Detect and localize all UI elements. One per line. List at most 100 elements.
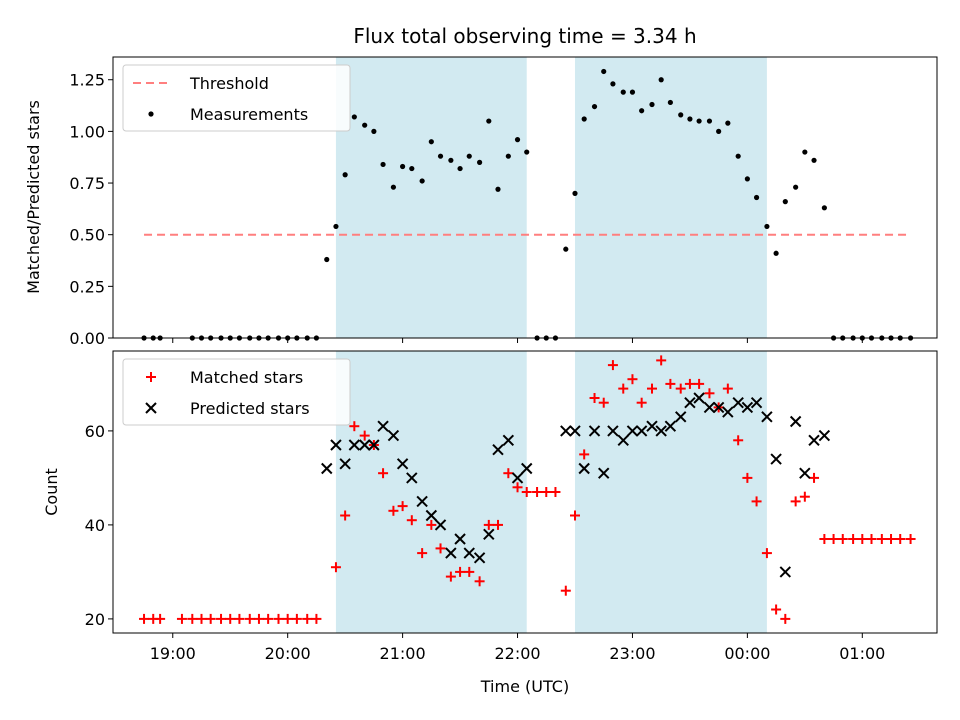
y-tick-label: 0.75 — [69, 174, 105, 193]
measurement-point — [524, 149, 530, 155]
matched-star-point — [176, 613, 187, 624]
predicted-marker-b — [569, 425, 581, 437]
predicted-star-point — [358, 439, 371, 451]
measurement-point — [802, 149, 808, 155]
predicted-marker-b — [818, 429, 831, 442]
predicted-marker-b — [348, 439, 361, 451]
predicted-marker-b — [635, 425, 648, 437]
matched-star-point — [799, 491, 810, 502]
measurement-point — [428, 139, 434, 145]
legend-label: Matched stars — [190, 368, 303, 387]
predicted-star-point — [339, 458, 351, 470]
legend-box — [122, 64, 351, 132]
predicted-star-point — [521, 462, 533, 475]
predicted-marker-b — [511, 472, 524, 484]
predicted-star-point — [483, 528, 495, 541]
matched-star-point — [886, 534, 897, 544]
y-tick-label: 1.25 — [69, 71, 105, 90]
predicted-marker-b — [502, 434, 515, 447]
matched-star-point — [905, 534, 916, 544]
predicted-star-point — [712, 401, 725, 414]
predicted-star-point — [761, 411, 773, 423]
matched-star-point — [579, 449, 590, 460]
matched-star-point — [636, 397, 647, 408]
y-tick-label: 40 — [85, 516, 105, 535]
y-tick-label: 60 — [85, 422, 105, 441]
matched-star-point — [244, 613, 255, 624]
matched-star-point — [302, 613, 313, 624]
predicted-marker-b — [321, 462, 333, 475]
y-tick-label: 1.00 — [69, 122, 105, 141]
matched-star-point — [618, 383, 629, 394]
measurement-point — [629, 89, 636, 95]
predicted-marker-b — [722, 406, 734, 418]
predicted-marker-b — [779, 566, 792, 578]
measurement-point — [448, 157, 454, 163]
observing-interval-shade-0 — [335, 57, 527, 338]
measurement-point — [649, 101, 655, 108]
predicted-star-point — [750, 396, 763, 409]
matched-star-point — [704, 388, 715, 399]
predicted-star-point — [560, 425, 572, 437]
predicted-star-point — [675, 411, 687, 423]
matched-star-point — [876, 534, 887, 544]
predicted-marker-b — [578, 462, 590, 475]
matched-star-point — [378, 468, 389, 479]
matched-star-point — [273, 613, 284, 624]
predicted-marker-b — [741, 401, 754, 414]
measurement-point — [505, 153, 511, 159]
predicted-star-point — [492, 443, 504, 456]
measurement-point — [716, 128, 722, 134]
measurement-point — [687, 116, 693, 122]
matched-star-point — [330, 562, 341, 573]
matched-star-point — [790, 496, 801, 507]
matched-star-point — [196, 613, 207, 624]
measurement-point — [495, 186, 501, 192]
measurement-point — [782, 199, 788, 205]
measurement-point — [678, 112, 684, 118]
matched-star-point — [532, 487, 543, 497]
predicted-star-point — [425, 509, 438, 522]
predicted-marker-b — [770, 453, 782, 465]
predicted-marker-b — [646, 420, 658, 432]
matched-star-point — [216, 613, 227, 624]
x-axis-label: Time (UTC) — [480, 677, 569, 696]
axes-frame — [112, 350, 938, 634]
matched-star-point — [828, 534, 839, 544]
predicted-marker-b — [454, 533, 466, 545]
observing-interval-shade-0 — [335, 351, 527, 633]
predicted-marker-b — [712, 401, 725, 414]
matched-star-point — [406, 515, 417, 526]
matched-star-point — [455, 566, 466, 577]
matched-star-point — [417, 548, 428, 559]
measurement-point — [486, 118, 492, 124]
measurement-point — [514, 137, 521, 143]
predicted-star-point — [473, 552, 486, 564]
legend: Matched stars Predicted stars — [122, 358, 351, 426]
matched-star-point — [761, 548, 772, 559]
x-tick-label: 21:00 — [380, 644, 426, 663]
measurement-point — [744, 176, 750, 182]
predicted-star-point — [348, 439, 361, 451]
measurement-point — [342, 172, 348, 178]
predicted-star-point — [799, 467, 811, 479]
predicted-marker-b — [675, 411, 687, 423]
measurement-point — [696, 118, 702, 124]
predicted-marker-b — [703, 401, 716, 414]
legend-label: Threshold — [189, 74, 269, 93]
matched-star-point — [435, 543, 446, 554]
matched-star-point — [780, 613, 791, 624]
matched-star-point — [809, 472, 820, 483]
predicted-star-point — [655, 425, 667, 437]
predicted-marker-b — [387, 429, 400, 442]
x-tick-label: 22:00 — [494, 644, 540, 663]
matched-star-point — [751, 496, 762, 507]
measurement-point — [658, 77, 664, 83]
predicted-marker-b — [664, 420, 677, 432]
matched-star-point — [607, 360, 618, 371]
measurement-point — [419, 178, 425, 184]
legend-label: Predicted stars — [190, 399, 310, 418]
predicted-star-point — [703, 401, 716, 414]
predicted-marker-b — [761, 411, 773, 423]
measurement-point — [351, 114, 357, 120]
